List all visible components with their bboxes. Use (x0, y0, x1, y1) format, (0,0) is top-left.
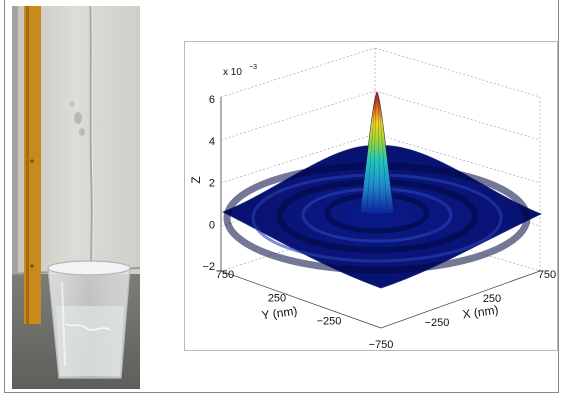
surface-peak (359, 91, 395, 216)
surface-plot-panel: x 10 −3 Z Y (nm) X (nm) 6 4 2 0 −2 750 250 −250… (184, 41, 558, 351)
z-tick-label: 0 (209, 219, 215, 231)
x-tick-label: −250 (425, 317, 450, 329)
plot-box-edges (220, 97, 541, 329)
z-tick-label: 6 (209, 94, 215, 106)
x-tick-label: 750 (538, 269, 556, 281)
beaker-liquid (56, 306, 124, 376)
figure-frame (4, 0, 559, 393)
beaker (47, 260, 131, 379)
x-axis-label: X (nm) (462, 303, 500, 322)
liquid-jet-highlight (91, 6, 94, 277)
y-axis-label: Y (nm) (261, 304, 298, 323)
wall-stains (70, 101, 85, 136)
x-tick-label: 250 (483, 293, 501, 305)
z-exponent-power: −3 (249, 64, 257, 71)
ruler (24, 6, 41, 324)
z-tick-label: 2 (209, 178, 215, 190)
ruler-mark (30, 264, 34, 268)
beaker-rim (47, 260, 131, 276)
surface (222, 91, 543, 289)
experiment-photo (12, 6, 140, 389)
experiment-photo-drawing (12, 6, 140, 389)
wall-edge (12, 6, 18, 389)
y-tick-label: −250 (317, 316, 342, 328)
glass-reflection (61, 281, 66, 367)
z-axis-label: Z (189, 176, 203, 183)
z-tick-label: −2 (202, 261, 215, 273)
y-tick-label: 250 (268, 292, 286, 304)
liquid-jet (89, 6, 94, 277)
z-exponent-base: x 10 (223, 67, 242, 78)
liquid-splash (65, 323, 111, 331)
y-tick-label: −750 (369, 339, 394, 350)
surface-plot: x 10 −3 Z Y (nm) X (nm) 6420−2750250−250… (189, 47, 556, 350)
y-tick-label: 750 (216, 269, 234, 281)
ruler-mark (30, 159, 34, 163)
z-tick-label: 4 (209, 136, 215, 148)
ruler-shade (26, 6, 29, 324)
peak-mesh (366, 97, 388, 211)
